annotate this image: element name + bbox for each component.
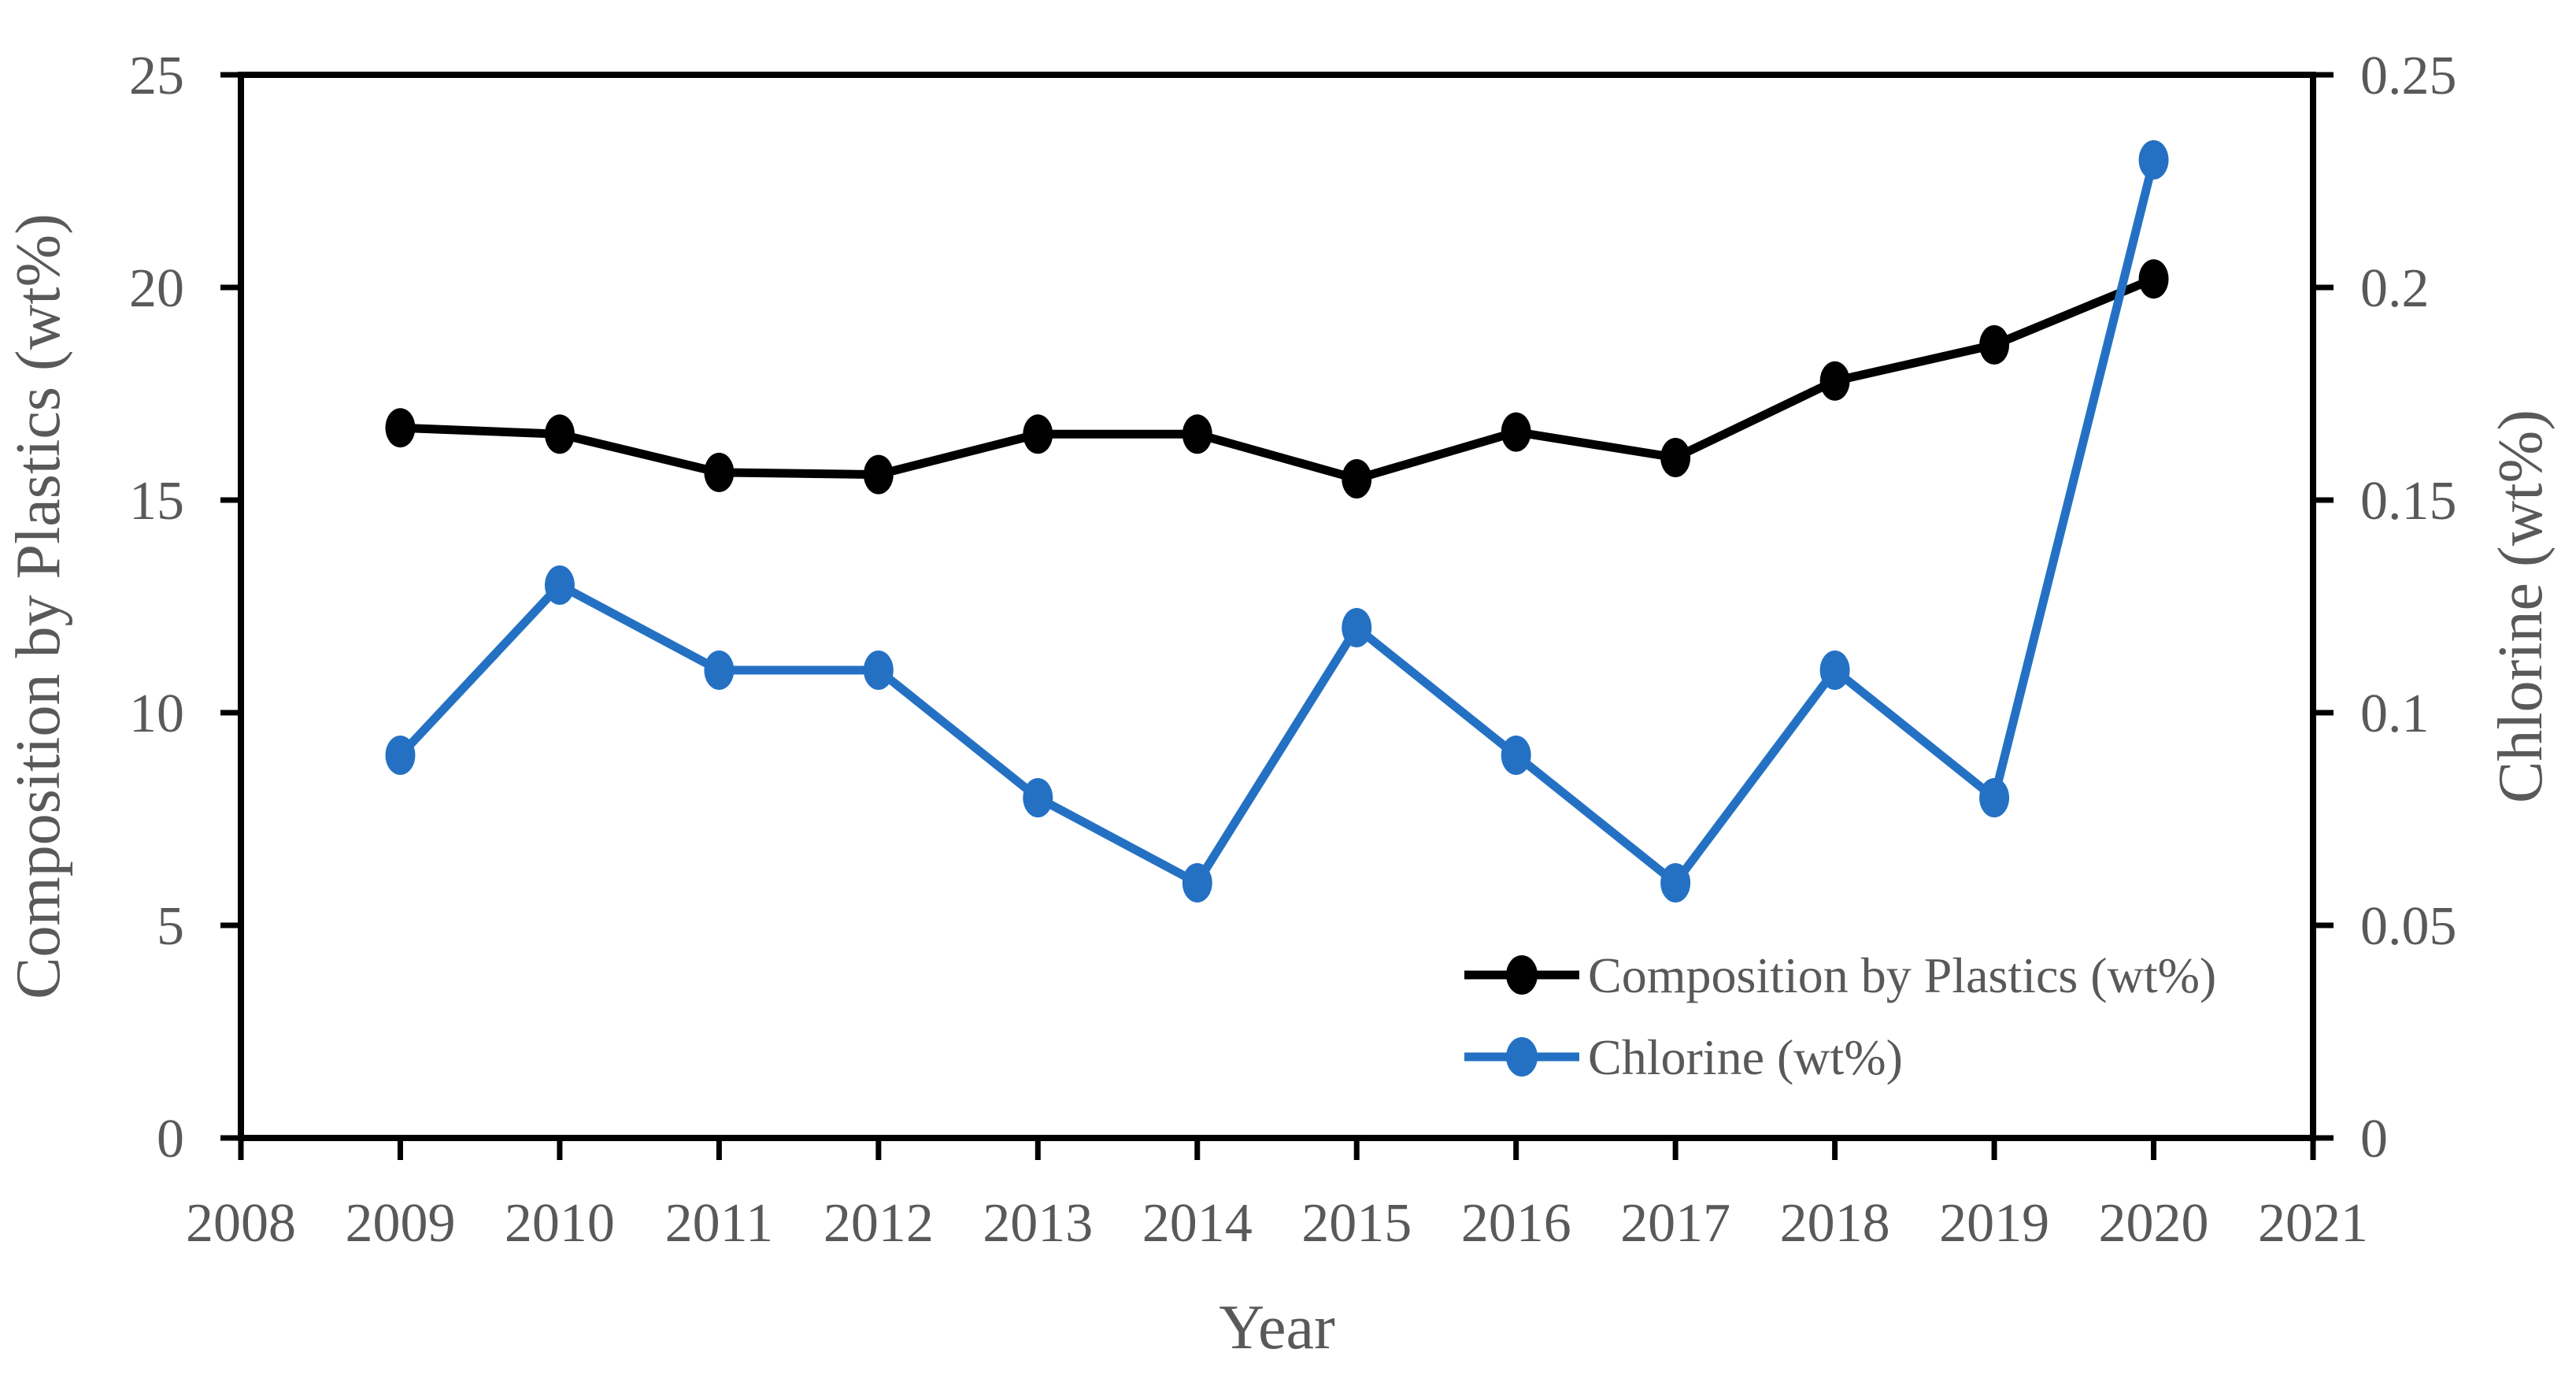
plastics-point-2017 <box>1660 438 1691 477</box>
plastics-point-2011 <box>704 452 735 492</box>
chlorine-point-2009 <box>385 736 416 775</box>
x-tick-label: 2014 <box>1142 1193 1253 1254</box>
chlorine-point-2013 <box>1023 778 1053 817</box>
x-tick-label: 2017 <box>1620 1193 1730 1254</box>
x-tick-label: 2015 <box>1301 1193 1412 1254</box>
right-y-tick-label: 0.1 <box>2360 684 2430 744</box>
plastics-legend-label: Composition by Plastics (wt%) <box>1588 947 2216 1003</box>
x-tick-label: 2019 <box>1939 1193 2049 1254</box>
x-tick-label: 2009 <box>345 1193 455 1254</box>
right-y-tick-label: 0.2 <box>2360 258 2430 319</box>
chlorine-point-2019 <box>1979 778 2010 817</box>
legend-entry-plastics: Composition by Plastics (wt%) <box>1464 947 2216 1003</box>
plastics-point-2019 <box>1979 324 2010 365</box>
data-series <box>385 140 2169 902</box>
legend-entry-chlorine: Chlorine (wt%) <box>1464 1029 1903 1085</box>
left-y-tick-label: 10 <box>129 684 184 744</box>
x-axis-title: Year <box>1219 1293 1334 1362</box>
left-y-tick-label: 15 <box>129 471 184 532</box>
right-y-tick-label: 0.25 <box>2360 46 2457 106</box>
left-y-tick-label: 25 <box>129 46 184 106</box>
x-tick-label: 2013 <box>983 1193 1093 1254</box>
left-y-tick-label: 20 <box>129 258 184 319</box>
chlorine-legend-label: Chlorine (wt%) <box>1588 1029 1903 1085</box>
plastics-point-2009 <box>385 408 416 448</box>
plot-border <box>238 72 2316 1141</box>
right-y-axis-title: Chlorine (wt%) <box>2486 410 2556 803</box>
plastics-legend-marker <box>1506 955 1538 995</box>
x-tick-label: 2011 <box>665 1193 773 1254</box>
right-y-tick-label: 0 <box>2360 1109 2388 1169</box>
x-tick-label: 2008 <box>186 1193 296 1254</box>
chlorine-point-2011 <box>704 650 735 690</box>
left-y-tick-label: 5 <box>157 896 184 957</box>
right-y-tick-label: 0.15 <box>2360 471 2457 532</box>
legend: Composition by Plastics (wt%) Chlorine (… <box>1464 947 2216 1085</box>
x-tick-label: 2020 <box>2099 1193 2209 1254</box>
chlorine-point-2016 <box>1501 736 1531 775</box>
axis-ticks: 0 5 10 15 20 25 0 0.05 0.1 0.15 0.2 0.25 2008 2009 201… <box>129 46 2457 1254</box>
chlorine-point-2017 <box>1660 863 1691 902</box>
x-tick-label: 2016 <box>1461 1193 1571 1254</box>
x-tick-label: 2021 <box>2258 1193 2368 1254</box>
chlorine-series-line <box>395 155 2159 888</box>
plastics-series-line <box>395 274 2159 484</box>
left-y-tick-label: 0 <box>157 1109 184 1169</box>
x-tick-label: 2010 <box>505 1193 615 1254</box>
plastics-point-2014 <box>1182 414 1212 454</box>
plastics-point-2015 <box>1342 459 1372 498</box>
left-y-axis-title: Composition by Plastics (wt%) <box>4 213 73 999</box>
chlorine-point-2012 <box>863 650 894 690</box>
chlorine-point-2015 <box>1342 608 1372 647</box>
chlorine-point-2010 <box>544 565 575 605</box>
right-y-tick-label: 0.05 <box>2360 896 2457 957</box>
x-tick-label: 2018 <box>1780 1193 1890 1254</box>
plastics-point-2012 <box>863 454 894 495</box>
x-tick-label: 2012 <box>824 1193 934 1254</box>
chlorine-point-2018 <box>1819 650 1850 690</box>
plastics-point-2016 <box>1501 412 1531 452</box>
plastics-point-2018 <box>1819 361 1850 401</box>
chlorine-legend-marker <box>1506 1037 1538 1077</box>
plastics-point-2013 <box>1023 414 1053 454</box>
plastics-point-2010 <box>544 414 575 454</box>
chlorine-point-2014 <box>1182 863 1212 902</box>
chlorine-point-2020 <box>2138 140 2169 180</box>
plot-frame <box>238 72 2316 1141</box>
plastics-point-2020 <box>2138 259 2169 299</box>
